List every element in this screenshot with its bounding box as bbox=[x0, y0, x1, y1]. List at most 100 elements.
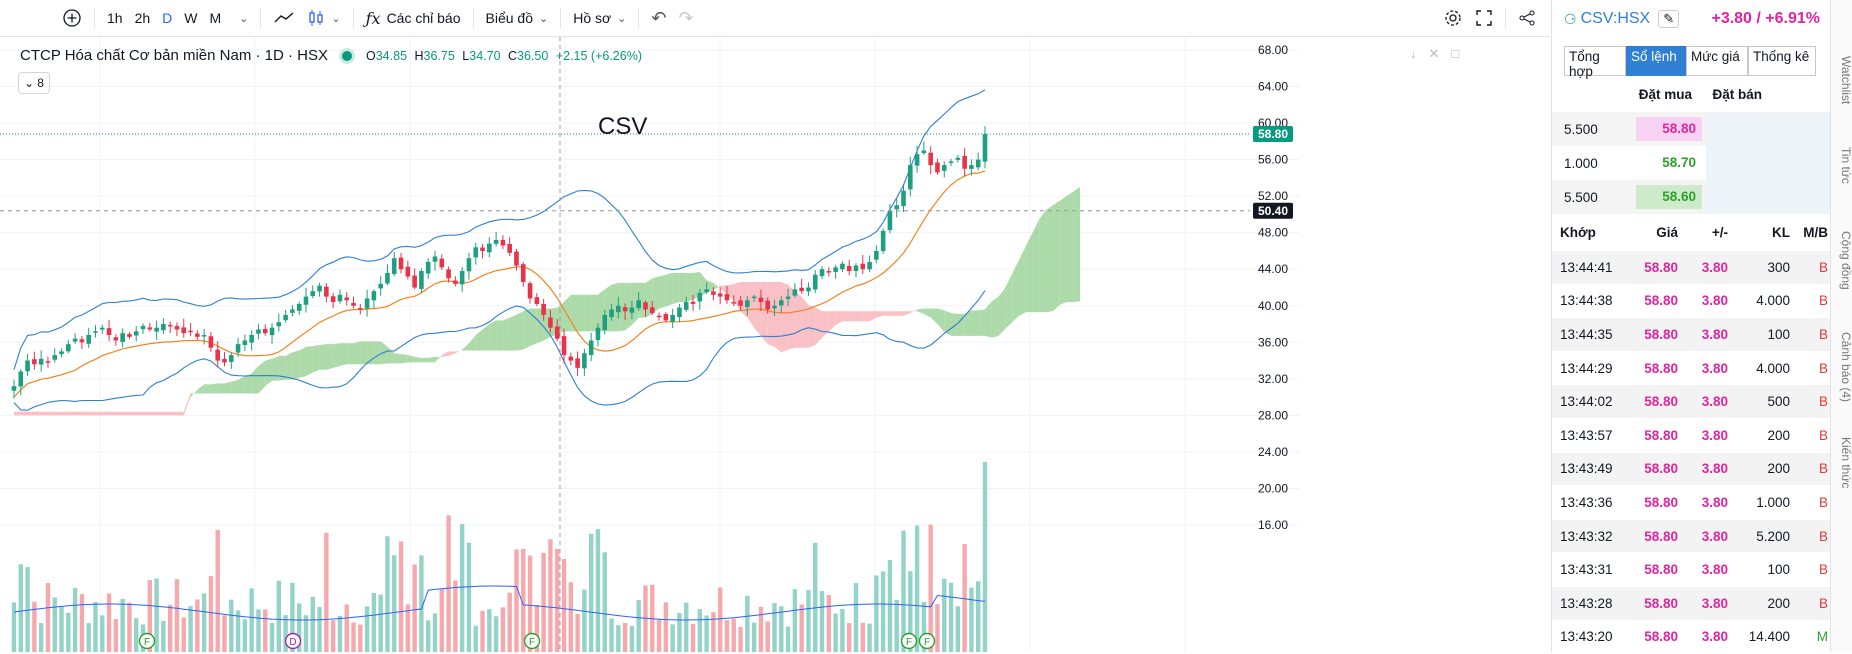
candle-body bbox=[222, 358, 227, 363]
trades-header: Khớp Giá +/- KL M/B bbox=[1552, 214, 1830, 251]
ichimoku-cloud bbox=[231, 379, 239, 394]
tab-statistics[interactable]: Thống kê bbox=[1748, 46, 1816, 76]
vtab-alerts[interactable]: Cảnh báo (4) bbox=[1839, 332, 1852, 403]
high-value: 36.75 bbox=[423, 48, 455, 63]
ichimoku-cloud bbox=[652, 276, 660, 314]
candle-body bbox=[941, 165, 947, 171]
tab-overview[interactable]: Tổng hợp bbox=[1564, 46, 1626, 79]
trade-row: 13:43:20 58.80 3.80 14.400 M bbox=[1552, 621, 1830, 654]
bid-qty: 5.500 bbox=[1564, 189, 1598, 205]
volume-bar bbox=[208, 576, 214, 652]
candle-body bbox=[894, 205, 900, 210]
candle-body bbox=[711, 291, 716, 295]
orderbook-row: 1.000 58.70 bbox=[1552, 146, 1830, 180]
candle-body bbox=[616, 305, 621, 313]
interval-d[interactable]: D bbox=[162, 10, 173, 26]
trade-side: B bbox=[1818, 595, 1828, 611]
fullscreen-button[interactable] bbox=[1469, 0, 1499, 36]
indicators-button[interactable]: ƒx Các chỉ báo bbox=[360, 0, 467, 36]
chart-menu-button[interactable]: Biểu đồ ⌄ bbox=[480, 0, 555, 36]
price-axis-label: 24.00 bbox=[1258, 445, 1288, 459]
event-marker-icon bbox=[900, 632, 918, 650]
bid-price[interactable]: 58.70 bbox=[1636, 151, 1702, 175]
volume-bar bbox=[310, 596, 315, 652]
volume-bar bbox=[792, 589, 798, 652]
line-chart-type-button[interactable] bbox=[267, 0, 301, 36]
candle-body bbox=[18, 371, 24, 387]
volume-bar bbox=[602, 552, 607, 652]
volume-bar bbox=[106, 593, 112, 652]
profile-menu-button[interactable]: Hồ sơ ⌄ bbox=[567, 0, 632, 36]
ichimoku-cloud bbox=[333, 343, 340, 368]
volume-bar bbox=[487, 609, 492, 652]
vtab-knowledge[interactable]: Kiến thức bbox=[1839, 436, 1852, 489]
candle-body bbox=[195, 333, 200, 337]
ichimoku-cloud bbox=[631, 282, 639, 325]
volume-bar bbox=[731, 618, 736, 652]
volume-bar bbox=[697, 609, 703, 652]
volume-bar bbox=[147, 580, 153, 652]
bid-price[interactable]: 58.60 bbox=[1636, 185, 1702, 209]
ichimoku-cloud bbox=[985, 301, 992, 338]
interval-w[interactable]: W bbox=[184, 10, 198, 26]
orderbook: 5.500 58.80 1.000 58.70 5.500 58.60 bbox=[1552, 112, 1830, 214]
sidebar-header: ⚆ CSV:HSX ✎ +3.80 / +6.91% bbox=[1552, 0, 1830, 38]
tab-price-levels[interactable]: Mức giá bbox=[1686, 46, 1748, 76]
volume-bar bbox=[711, 612, 716, 652]
right-vertical-tabs: Watchlist Tin tức Cộng đồng Cảnh báo (4)… bbox=[1830, 0, 1852, 652]
interval-dropdown[interactable]: ⌄ bbox=[227, 0, 254, 36]
volume-bar bbox=[113, 619, 119, 652]
volume-bar bbox=[935, 604, 940, 652]
event-marker-icon bbox=[523, 632, 541, 650]
vtab-news[interactable]: Tin tức bbox=[1839, 146, 1852, 184]
vtab-community[interactable]: Cộng đồng bbox=[1839, 230, 1852, 290]
ichimoku-cloud bbox=[176, 411, 184, 416]
volume-bar bbox=[880, 571, 886, 652]
ichimoku-cloud bbox=[115, 411, 123, 416]
trade-time: 13:43:49 bbox=[1560, 461, 1613, 477]
ask-cell bbox=[1706, 146, 1830, 180]
volume-bar bbox=[717, 587, 723, 652]
vtab-watchlist[interactable]: Watchlist bbox=[1839, 55, 1852, 105]
tab-order-book[interactable]: Sổ lệnh bbox=[1626, 46, 1686, 76]
candle-body bbox=[717, 293, 723, 297]
arrow-down-icon[interactable]: ↓ bbox=[1410, 46, 1417, 61]
add-symbol-button[interactable] bbox=[0, 0, 88, 36]
bid-price[interactable]: 58.80 bbox=[1636, 117, 1702, 141]
volume-bar bbox=[344, 604, 349, 652]
share-button[interactable] bbox=[1512, 0, 1550, 36]
candle-body bbox=[969, 165, 974, 169]
volume-bar bbox=[622, 622, 628, 652]
event-marker-label: F bbox=[529, 637, 535, 648]
volume-bar bbox=[813, 542, 818, 652]
interval-2h[interactable]: 2h bbox=[134, 10, 151, 26]
ichimoku-cloud bbox=[34, 411, 42, 416]
settings-button[interactable] bbox=[1437, 0, 1469, 36]
interval-m[interactable]: M bbox=[209, 10, 222, 26]
trade-time: 13:44:35 bbox=[1560, 326, 1613, 342]
trade-volume: 100 bbox=[1767, 326, 1790, 342]
candle-body bbox=[602, 314, 608, 330]
indicators-collapse-button[interactable]: ⌄ 8 bbox=[18, 72, 50, 94]
candle-body bbox=[622, 307, 628, 312]
ask-cell bbox=[1706, 112, 1830, 146]
trade-row: 13:44:35 58.80 3.80 100 B bbox=[1552, 318, 1830, 352]
ichimoku-cloud bbox=[1059, 196, 1067, 305]
redo-button[interactable]: ↷ bbox=[672, 0, 699, 36]
undo-button[interactable]: ↶ bbox=[645, 0, 672, 36]
edit-icon[interactable]: ✎ bbox=[1658, 10, 1680, 28]
volume-bar bbox=[229, 599, 234, 652]
close-icon[interactable]: ✕ bbox=[1428, 46, 1440, 61]
sidebar-symbol[interactable]: CSV:HSX bbox=[1580, 10, 1651, 27]
ichimoku-cloud bbox=[726, 283, 734, 301]
ichimoku-cloud bbox=[428, 356, 435, 363]
candle-body bbox=[908, 165, 913, 190]
price-chart[interactable]: CSV68.0064.0060.0056.0052.0048.0044.0040… bbox=[0, 37, 1550, 652]
candle-body bbox=[201, 335, 207, 337]
volume-bar bbox=[840, 609, 845, 652]
interval-1h[interactable]: 1h bbox=[107, 10, 123, 26]
volume-bar bbox=[684, 602, 689, 652]
maximize-icon[interactable]: □ bbox=[1451, 46, 1460, 61]
trade-row: 13:43:49 58.80 3.80 200 B bbox=[1552, 452, 1830, 487]
candle-chart-type-button[interactable]: ⌄ bbox=[301, 0, 346, 36]
